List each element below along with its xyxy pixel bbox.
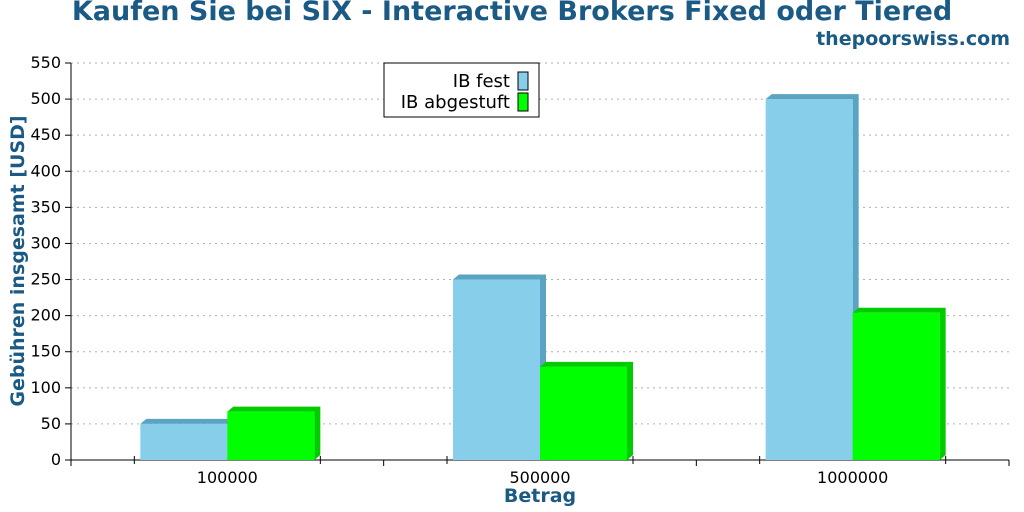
- legend-box: [383, 62, 540, 118]
- bars: [140, 94, 946, 460]
- y-tick-label: 150: [30, 342, 61, 361]
- x-tick-label: 100000: [197, 468, 258, 487]
- bar-shade: [140, 418, 234, 460]
- y-tick-label: 200: [30, 306, 61, 325]
- y-tick-label: 50: [41, 414, 61, 433]
- y-tick-label: 350: [30, 197, 61, 216]
- y-tick-label: 250: [30, 270, 61, 289]
- y-tick-label: 0: [51, 450, 61, 469]
- source-credit: thepoorswiss.com: [816, 28, 1010, 50]
- x-tick-label: 500000: [509, 468, 570, 487]
- bar: [852, 312, 940, 460]
- y-tick-label: 300: [30, 233, 61, 252]
- x-tick-label: 1000000: [817, 468, 888, 487]
- bar: [765, 99, 853, 460]
- y-tick-label: 400: [30, 161, 61, 180]
- legend-label: IB fest: [453, 71, 510, 92]
- bar: [140, 423, 228, 460]
- bar: [453, 279, 540, 460]
- legend-swatch: [517, 71, 529, 91]
- legend-label: IB abgestuft: [401, 92, 510, 113]
- y-tick-label: 450: [30, 125, 61, 144]
- chart-title: Kaufen Sie bei SIX - Interactive Brokers…: [71, 0, 953, 27]
- y-tick-label: 500: [30, 89, 61, 108]
- y-tick-label: 550: [30, 53, 61, 72]
- y-tick-label: 100: [30, 378, 61, 397]
- x-axis-label: Betrag: [504, 485, 576, 507]
- bar: [540, 366, 627, 460]
- y-axis-label: Gebühren insgesamt [USD]: [7, 115, 29, 406]
- bar: [227, 411, 315, 460]
- legend-swatch: [517, 92, 529, 112]
